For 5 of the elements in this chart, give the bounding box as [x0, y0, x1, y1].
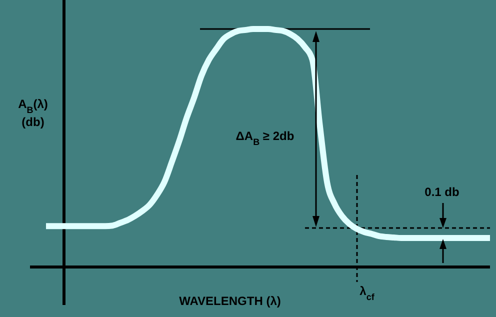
annotation: 0.1 db: [424, 185, 460, 199]
y-axis-title: A$_{B}$(λ) (db): [18, 97, 48, 129]
annotation: ΔA$_{B}$ ≥ 2db: [236, 129, 294, 147]
x-axis-title: WAVELENGTH (λ): [179, 294, 281, 308]
text: λ$_{cf}$: [360, 284, 376, 302]
